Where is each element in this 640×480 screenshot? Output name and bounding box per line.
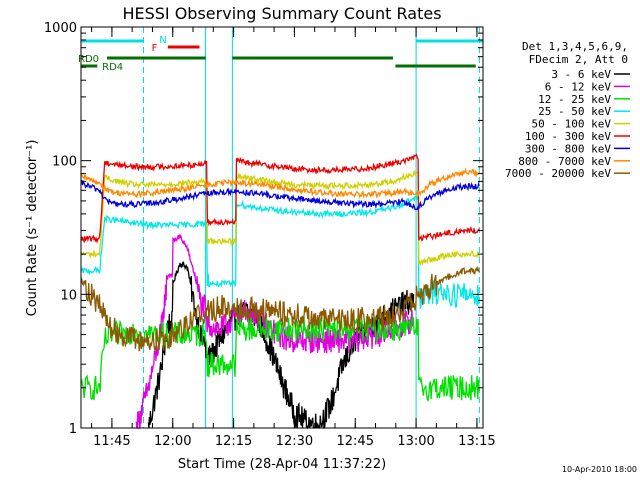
flag-label: RD0 <box>78 54 99 65</box>
x-tick-label: 13:15 <box>458 434 495 449</box>
legend-entry-label: 3 - 6 keV <box>551 68 611 81</box>
series-line <box>80 170 480 266</box>
legend-header-line-1: Det 1,3,4,5,6,9, <box>522 40 628 53</box>
series-line <box>80 167 480 199</box>
legend-entry-label: 7000 - 20000 keV <box>505 167 611 180</box>
y-tick-label: 1 <box>69 422 77 437</box>
flag-label: F <box>152 43 158 54</box>
legend-entry-label: 50 - 100 keV <box>532 118 612 131</box>
legend-entry-label: 6 - 12 keV <box>545 80 612 93</box>
legend-header-line-2: FDecim 2, Att 0 <box>529 53 628 66</box>
series-line <box>81 179 480 211</box>
x-tick-label: 12:30 <box>276 434 313 449</box>
x-tick-label: 12:45 <box>337 434 374 449</box>
y-tick-label: 100 <box>52 155 77 170</box>
x-tick-label: 12:00 <box>154 434 191 449</box>
legend-entry-label: 12 - 25 keV <box>538 93 611 106</box>
series-line <box>80 195 480 309</box>
plot-timestamp: 10-Apr-2010 18:00 <box>562 465 637 474</box>
x-tick-label: 12:15 <box>215 434 252 449</box>
series-line <box>80 265 480 353</box>
legend-entry-label: 300 - 800 keV <box>525 142 611 155</box>
legend-entry-label: 100 - 300 keV <box>525 130 611 143</box>
x-axis-label: Start Time (28-Apr-04 11:37:22) <box>178 457 386 472</box>
x-tick-label: 13:00 <box>397 434 434 449</box>
series-lines <box>80 153 480 430</box>
chart-title: HESSI Observing Summary Count Rates <box>122 4 441 23</box>
series-line <box>80 153 480 244</box>
y-tick-label: 10 <box>60 288 77 303</box>
x-tick-label: 11:45 <box>93 434 130 449</box>
flag-label: RD4 <box>102 62 123 73</box>
series-line <box>135 234 415 430</box>
legend: Det 1,3,4,5,6,9, FDecim 2, Att 0 3 - 6 k… <box>505 40 630 180</box>
legend-entry-label: 800 - 7000 keV <box>518 155 611 168</box>
x-axis: 11:45 12:00 12:15 12:30 12:45 13:00 13:15 <box>91 27 496 449</box>
y-tick-label: 1000 <box>44 21 77 36</box>
y-axis-label: Count Rate (s⁻¹ detector⁻¹) <box>25 140 40 317</box>
y-axis: 1 10 100 1000 <box>44 21 483 437</box>
legend-entry-label: 25 - 50 keV <box>538 105 611 118</box>
plot-frame <box>80 26 484 429</box>
flag-label: N <box>159 35 166 46</box>
